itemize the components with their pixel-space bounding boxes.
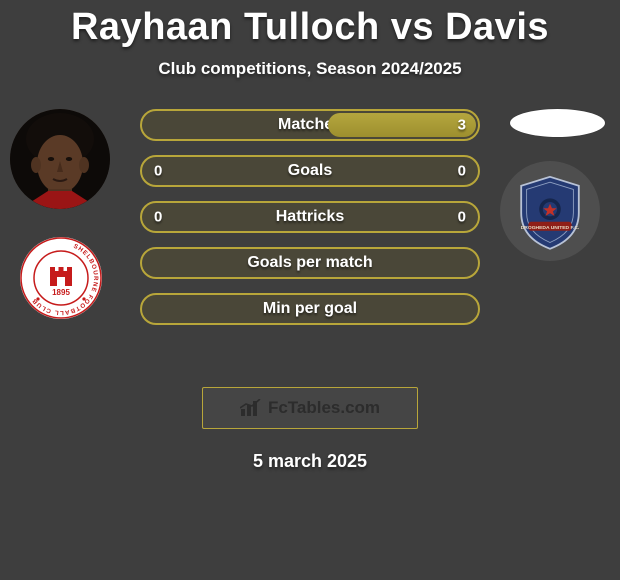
stat-row-goals: 0 Goals 0 — [140, 155, 480, 187]
player-name-pill-right — [510, 109, 605, 137]
stat-left-hattricks: 0 — [154, 209, 162, 226]
comparison-stage: Matches 3 0 Goals 0 0 Hattricks 0 Goals … — [0, 109, 620, 369]
svg-text:1895: 1895 — [52, 288, 70, 297]
stat-right-goals: 0 — [458, 163, 466, 180]
club-badge-left: SHELBOURNE FOOTBALL CLUB 1895 — [20, 237, 102, 319]
stat-right-matches: 3 — [458, 117, 466, 134]
brand-text: FcTables.com — [268, 398, 380, 418]
svg-text:DROGHEDA UNITED F.C.: DROGHEDA UNITED F.C. — [521, 225, 580, 231]
stat-fill-matches — [328, 113, 476, 137]
stat-label-gpm: Goals per match — [247, 254, 372, 272]
stat-row-min-per-goal: Min per goal — [140, 293, 480, 325]
footer-date: 5 march 2025 — [0, 451, 620, 472]
stat-right-hattricks: 0 — [458, 209, 466, 226]
page-subtitle: Club competitions, Season 2024/2025 — [0, 59, 620, 79]
bar-chart-icon — [240, 399, 262, 417]
player-avatar-left — [10, 109, 110, 209]
brand-watermark: FcTables.com — [202, 387, 418, 429]
stat-row-hattricks: 0 Hattricks 0 — [140, 201, 480, 233]
stat-left-goals: 0 — [154, 163, 162, 180]
stat-label-hattricks: Hattricks — [276, 208, 344, 226]
club-badge-right: DROGHEDA UNITED F.C. — [500, 161, 600, 261]
stat-label-mpg: Min per goal — [263, 300, 357, 318]
stat-row-goals-per-match: Goals per match — [140, 247, 480, 279]
stat-row-matches: Matches 3 — [140, 109, 480, 141]
page-title: Rayhaan Tulloch vs Davis — [0, 0, 620, 49]
stat-label-goals: Goals — [288, 162, 332, 180]
